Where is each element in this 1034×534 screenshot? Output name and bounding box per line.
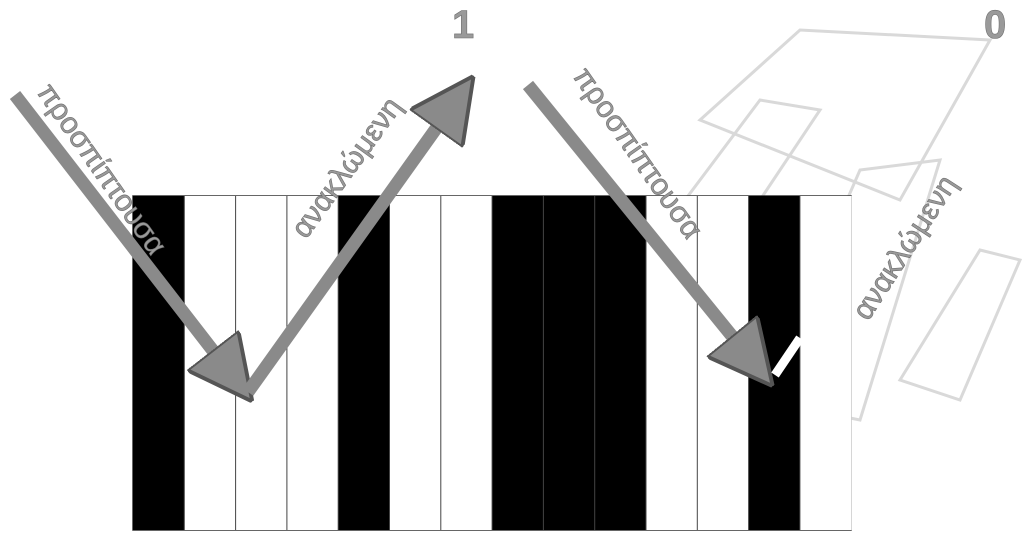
- barcode-space-module: [697, 196, 749, 530]
- barcode-bar-module: [594, 196, 647, 530]
- reflected-arrow-left: [242, 95, 460, 396]
- barcode: [132, 195, 852, 531]
- incident-arrow-right: [522, 80, 758, 368]
- reflected-arrow-right: [771, 335, 804, 378]
- barcode-space-module: [389, 196, 442, 530]
- left-reflection: [9, 91, 460, 396]
- barcode-bar-module: [492, 196, 544, 530]
- barcode-bar-module: [543, 196, 596, 530]
- barcode-space-module: [646, 196, 698, 530]
- barcode-space-module: [286, 196, 339, 530]
- incident-label-left: προσπίπτουσα: [30, 77, 173, 261]
- barcode-space-module: [799, 196, 852, 530]
- bit-one-label: 1: [452, 3, 474, 47]
- barcode-space-module: [440, 196, 493, 530]
- incident-arrow-left: [9, 91, 238, 383]
- right-reflection: [522, 80, 804, 378]
- bit-zero-label: 0: [984, 3, 1006, 47]
